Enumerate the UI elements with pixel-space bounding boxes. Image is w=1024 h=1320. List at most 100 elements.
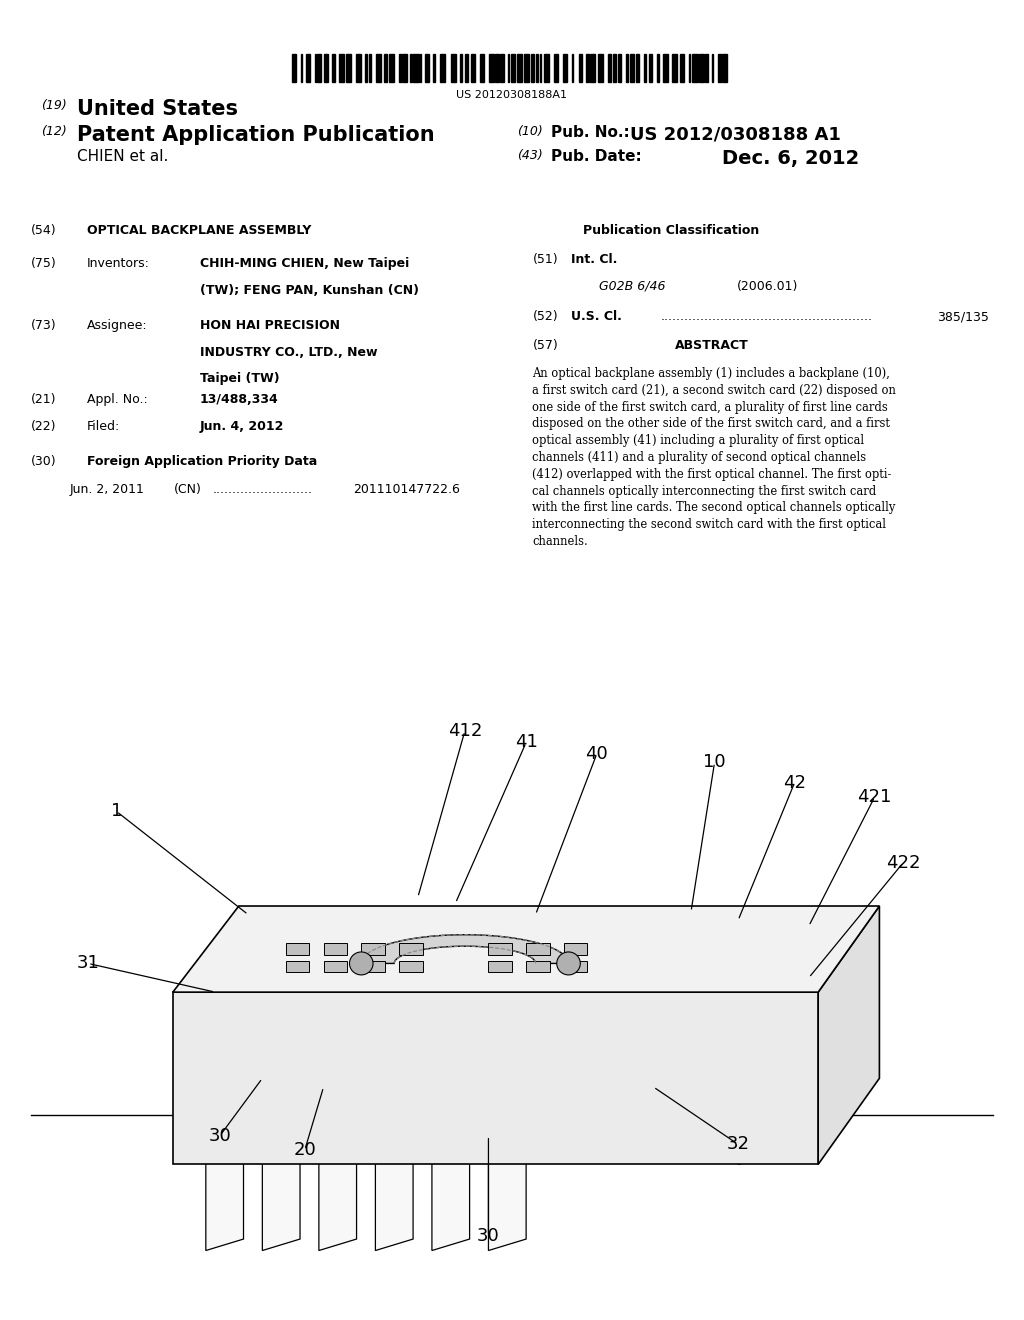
Ellipse shape xyxy=(349,952,373,975)
Bar xyxy=(376,54,381,82)
Text: U.S. Cl.: U.S. Cl. xyxy=(571,310,623,323)
Text: (CN): (CN) xyxy=(174,483,202,496)
Text: (19): (19) xyxy=(41,99,67,112)
Bar xyxy=(361,961,385,972)
Bar xyxy=(384,54,386,82)
Polygon shape xyxy=(488,993,526,1250)
Text: Foreign Application Priority Data: Foreign Application Priority Data xyxy=(87,455,317,469)
Text: 20: 20 xyxy=(293,1140,316,1159)
Bar xyxy=(537,54,538,82)
Text: 42: 42 xyxy=(783,774,806,792)
Text: Patent Application Publication: Patent Application Publication xyxy=(77,125,434,145)
Ellipse shape xyxy=(557,952,581,975)
Bar xyxy=(324,961,347,972)
Text: (51): (51) xyxy=(532,253,558,267)
Bar xyxy=(644,54,646,82)
Bar xyxy=(722,54,727,82)
Bar xyxy=(663,54,668,82)
Bar xyxy=(425,54,429,82)
Text: HON HAI PRECISION: HON HAI PRECISION xyxy=(200,319,340,333)
Polygon shape xyxy=(318,993,356,1250)
Text: .....................................................: ........................................… xyxy=(660,310,872,323)
Bar xyxy=(440,54,445,82)
Bar xyxy=(355,54,360,82)
Bar xyxy=(544,54,549,82)
Text: (54): (54) xyxy=(31,224,56,238)
Bar xyxy=(598,54,603,82)
Text: 31: 31 xyxy=(77,954,99,973)
Bar xyxy=(692,54,697,82)
Text: 422: 422 xyxy=(886,854,921,873)
Text: 30: 30 xyxy=(209,1127,231,1144)
Text: Assignee:: Assignee: xyxy=(87,319,147,333)
Bar xyxy=(369,54,371,82)
Bar xyxy=(361,944,385,954)
Bar xyxy=(488,944,512,954)
Bar xyxy=(389,54,394,82)
Bar xyxy=(526,944,550,954)
Text: 32: 32 xyxy=(727,1135,750,1154)
Text: An optical backplane assembly (1) includes a backplane (10),
a first switch card: An optical backplane assembly (1) includ… xyxy=(532,367,896,548)
Bar xyxy=(656,54,659,82)
Bar xyxy=(286,961,309,972)
Text: Jun. 4, 2012: Jun. 4, 2012 xyxy=(200,420,284,433)
Text: Filed:: Filed: xyxy=(87,420,120,433)
Text: 30: 30 xyxy=(477,1228,500,1245)
Bar xyxy=(399,944,423,954)
Polygon shape xyxy=(206,993,244,1250)
Bar xyxy=(526,961,550,972)
Bar xyxy=(649,54,651,82)
Bar xyxy=(488,961,512,972)
Bar xyxy=(698,54,703,82)
Text: (52): (52) xyxy=(532,310,558,323)
Bar xyxy=(636,54,639,82)
Bar xyxy=(712,54,713,82)
Text: (10): (10) xyxy=(517,125,543,139)
Polygon shape xyxy=(376,993,413,1250)
Text: United States: United States xyxy=(77,99,238,119)
Polygon shape xyxy=(738,993,785,1164)
Text: Publication Classification: Publication Classification xyxy=(583,224,759,238)
Bar xyxy=(572,54,573,82)
Text: 201110147722.6: 201110147722.6 xyxy=(353,483,460,496)
Text: 13/488,334: 13/488,334 xyxy=(200,393,279,407)
Text: Appl. No.:: Appl. No.: xyxy=(87,393,147,407)
Text: Jun. 2, 2011: Jun. 2, 2011 xyxy=(70,483,144,496)
Bar xyxy=(365,54,368,82)
Text: (22): (22) xyxy=(31,420,56,433)
Polygon shape xyxy=(173,906,880,993)
Text: 421: 421 xyxy=(857,788,892,807)
Bar xyxy=(608,54,610,82)
Text: (30): (30) xyxy=(31,455,56,469)
Bar xyxy=(314,54,316,82)
Text: .........................: ......................... xyxy=(213,483,313,496)
Bar xyxy=(706,54,708,82)
Text: (43): (43) xyxy=(517,149,543,162)
Text: 40: 40 xyxy=(586,744,608,763)
Text: 10: 10 xyxy=(703,754,726,771)
Text: INDUSTRY CO., LTD., New: INDUSTRY CO., LTD., New xyxy=(200,346,377,359)
Text: Taipei (TW): Taipei (TW) xyxy=(200,372,280,385)
Bar xyxy=(564,961,588,972)
Text: Inventors:: Inventors: xyxy=(87,257,150,271)
Bar xyxy=(399,961,423,972)
Bar xyxy=(586,54,589,82)
Bar xyxy=(345,54,350,82)
Text: Int. Cl.: Int. Cl. xyxy=(571,253,617,267)
Polygon shape xyxy=(432,993,470,1250)
Polygon shape xyxy=(262,993,300,1250)
Bar xyxy=(324,944,347,954)
Bar xyxy=(618,54,621,82)
Bar xyxy=(680,54,683,82)
Text: (TW); FENG PAN, Kunshan (CN): (TW); FENG PAN, Kunshan (CN) xyxy=(200,284,419,297)
Bar xyxy=(292,54,296,82)
Bar xyxy=(508,54,509,82)
Bar xyxy=(511,54,514,82)
Text: US 2012/0308188 A1: US 2012/0308188 A1 xyxy=(630,125,841,144)
Bar xyxy=(590,54,595,82)
Bar xyxy=(501,54,504,82)
Bar xyxy=(531,54,534,82)
Bar xyxy=(399,54,400,82)
Bar xyxy=(317,54,322,82)
Text: 41: 41 xyxy=(515,734,538,751)
